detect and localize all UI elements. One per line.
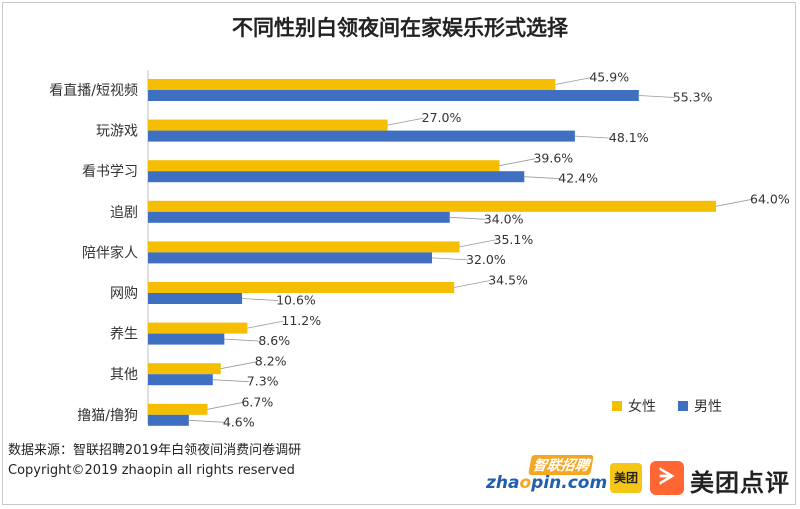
data-label: 8.2% [255, 354, 287, 369]
data-label: 34.5% [488, 273, 528, 288]
bar-female [148, 160, 500, 172]
category-label: 网购 [110, 286, 138, 302]
bar-male [148, 90, 639, 101]
category-label: 陪伴家人 [82, 244, 138, 261]
chart-title: 不同性别白领夜间在家娱乐形式选择 [232, 16, 568, 40]
leader-line [449, 216, 486, 220]
leader-line [212, 379, 249, 383]
bar-male [148, 414, 189, 426]
source-note: 数据来源：智联招聘2019年白领夜间消费问卷调研 Copyright©2019 … [8, 441, 301, 481]
data-label: 32.0% [466, 252, 506, 267]
legend-swatch [612, 401, 622, 411]
bar-female [148, 79, 556, 90]
bar-female [148, 322, 248, 334]
leader-line [454, 280, 491, 288]
leader-line [715, 198, 753, 207]
zhaopin-logo: 智联招聘 zhaopin.com [486, 455, 607, 495]
data-label: 64.0% [750, 191, 790, 206]
bar-chart: 看直播/短视频 45.9% 55.3% 玩游戏 27.0% 48.1% 看书学习 39.6% 4… [49, 70, 790, 430]
bar-male [148, 333, 225, 345]
bar-male [148, 130, 575, 142]
category-label: 养生 [110, 327, 138, 343]
bar-female [148, 200, 716, 212]
data-label: 48.1% [609, 130, 649, 145]
leader-line [224, 338, 261, 342]
legend-label: 男性 [694, 399, 722, 415]
leader-line [188, 419, 225, 423]
logo-strip: 智联招聘 zhaopin.com 美团 ᗒ 美团点评 [486, 453, 796, 501]
data-label: 4.6% [223, 414, 255, 429]
data-label: 45.9% [589, 70, 629, 85]
dianping-icon: ᗒ [650, 461, 684, 495]
bar-male [148, 252, 432, 264]
data-label: 8.6% [258, 333, 290, 348]
bar-male [148, 293, 243, 304]
data-label: 39.6% [533, 151, 573, 166]
category-label: 撸猫/撸狗 [77, 408, 138, 424]
source-line: 数据来源：智联招聘2019年白领夜间消费问卷调研 [8, 443, 302, 458]
copyright-line: Copyright©2019 zhaopin all rights reserv… [8, 463, 295, 478]
data-label: 11.2% [281, 313, 321, 328]
data-label: 42.4% [558, 171, 598, 186]
zhaopin-logo-cn: 智联招聘 [528, 455, 594, 475]
data-label: 7.3% [247, 374, 279, 389]
legend-swatch [678, 401, 688, 411]
category-label: 看书学习 [82, 164, 138, 180]
bar-female [148, 403, 208, 415]
meituan-logo: 美团 [610, 463, 642, 493]
leader-line [524, 176, 561, 180]
bar-female [148, 119, 388, 131]
data-label: 6.7% [241, 394, 273, 409]
leader-line [574, 135, 611, 139]
meituan-dianping-logo-text: 美团点评 [690, 469, 790, 497]
leader-line [431, 257, 469, 261]
leader-line [387, 117, 424, 126]
bar-male [148, 374, 213, 386]
leader-line [207, 401, 244, 410]
category-label: 看直播/短视频 [49, 82, 138, 99]
bar-female [148, 282, 455, 293]
bar-male [148, 171, 525, 183]
zhaopin-logo-en: zhaopin.com [486, 473, 608, 493]
leader-line [459, 239, 496, 248]
bar-male [148, 211, 450, 223]
leader-line [220, 361, 257, 370]
category-label: 追剧 [110, 205, 138, 221]
category-label: 玩游戏 [96, 124, 138, 140]
data-label: 10.6% [276, 293, 316, 308]
data-label: 55.3% [673, 90, 713, 105]
data-label: 34.0% [484, 211, 524, 226]
bar-female [148, 241, 460, 253]
data-label: 27.0% [422, 110, 462, 125]
leader-line [555, 77, 592, 85]
bar-female [148, 363, 221, 375]
category-label: 其他 [110, 367, 138, 383]
data-label: 35.1% [494, 232, 534, 247]
leader-line [247, 320, 284, 329]
leader-line [242, 298, 279, 301]
legend-label: 女性 [628, 398, 656, 415]
leader-line [638, 95, 675, 98]
leader-line [499, 158, 536, 167]
